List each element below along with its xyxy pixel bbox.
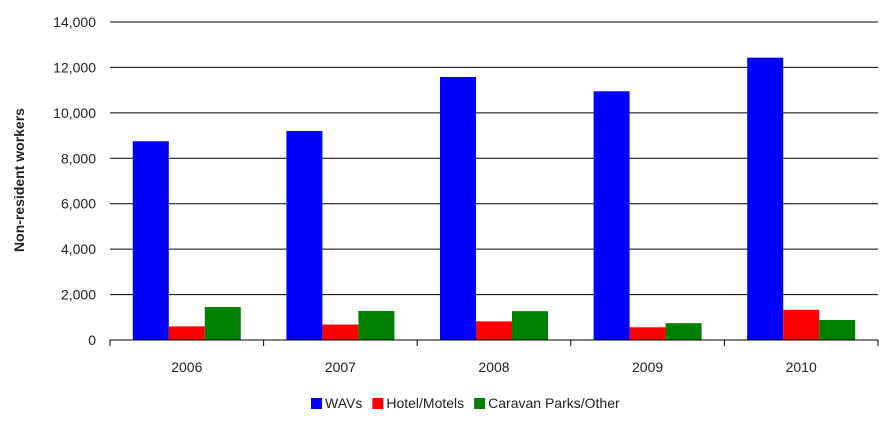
bar-hotel-motels-2007 <box>322 324 359 340</box>
legend-label: Hotel/Motels <box>386 395 464 411</box>
x-tick-label: 2007 <box>325 359 356 375</box>
legend-swatch <box>311 398 322 409</box>
bar-wavs-2009 <box>593 91 630 341</box>
legend-swatch <box>474 398 486 409</box>
y-tick-label: 10,000 <box>53 105 96 121</box>
bar-caravan-parks-other-2009 <box>665 323 702 340</box>
bar-caravan-parks-other-2010 <box>819 320 856 340</box>
bar-caravan-parks-other-2008 <box>512 311 548 340</box>
legend: WAVs Hotel/Motels Caravan Parks/Other <box>311 395 620 411</box>
x-tick-label: 2008 <box>478 359 509 375</box>
bar-hotel-motels-2008 <box>476 321 512 340</box>
bar-wavs-2006 <box>132 141 169 340</box>
y-tick-label: 2,000 <box>61 287 96 303</box>
y-tick-label: 14,000 <box>53 14 96 30</box>
bar-hotel-motels-2009 <box>629 327 666 340</box>
bar-caravan-parks-other-2006 <box>204 307 241 340</box>
bar-wavs-2010 <box>747 57 784 340</box>
bar-wavs-2008 <box>440 76 476 341</box>
x-tick-label: 2006 <box>171 359 202 375</box>
y-tick-label: 6,000 <box>61 196 96 212</box>
bar-hotel-motels-2010 <box>783 309 820 340</box>
bar-caravan-parks-other-2007 <box>358 310 395 340</box>
legend-swatch <box>372 398 384 409</box>
y-axis-title: Non-resident workers <box>11 108 27 252</box>
y-axis-ticks: 0 2,000 4,000 6,000 8,000 10,000 12,000 14,000 <box>53 14 96 348</box>
x-tick-label: 2009 <box>632 359 663 375</box>
gridlines <box>110 21 878 341</box>
y-tick-label: 4,000 <box>61 241 96 257</box>
bars <box>132 57 856 341</box>
y-tick-label: 8,000 <box>61 150 96 166</box>
legend-label: WAVs <box>325 395 362 411</box>
bar-wavs-2007 <box>286 131 323 340</box>
y-tick-label: 0 <box>88 332 96 348</box>
bar-hotel-motels-2006 <box>168 326 205 340</box>
legend-label: Caravan Parks/Other <box>488 395 620 411</box>
x-tick-label: 2010 <box>786 359 817 375</box>
x-axis: 2006 2007 2008 2009 2010 <box>109 339 879 375</box>
y-tick-label: 12,000 <box>53 59 96 75</box>
